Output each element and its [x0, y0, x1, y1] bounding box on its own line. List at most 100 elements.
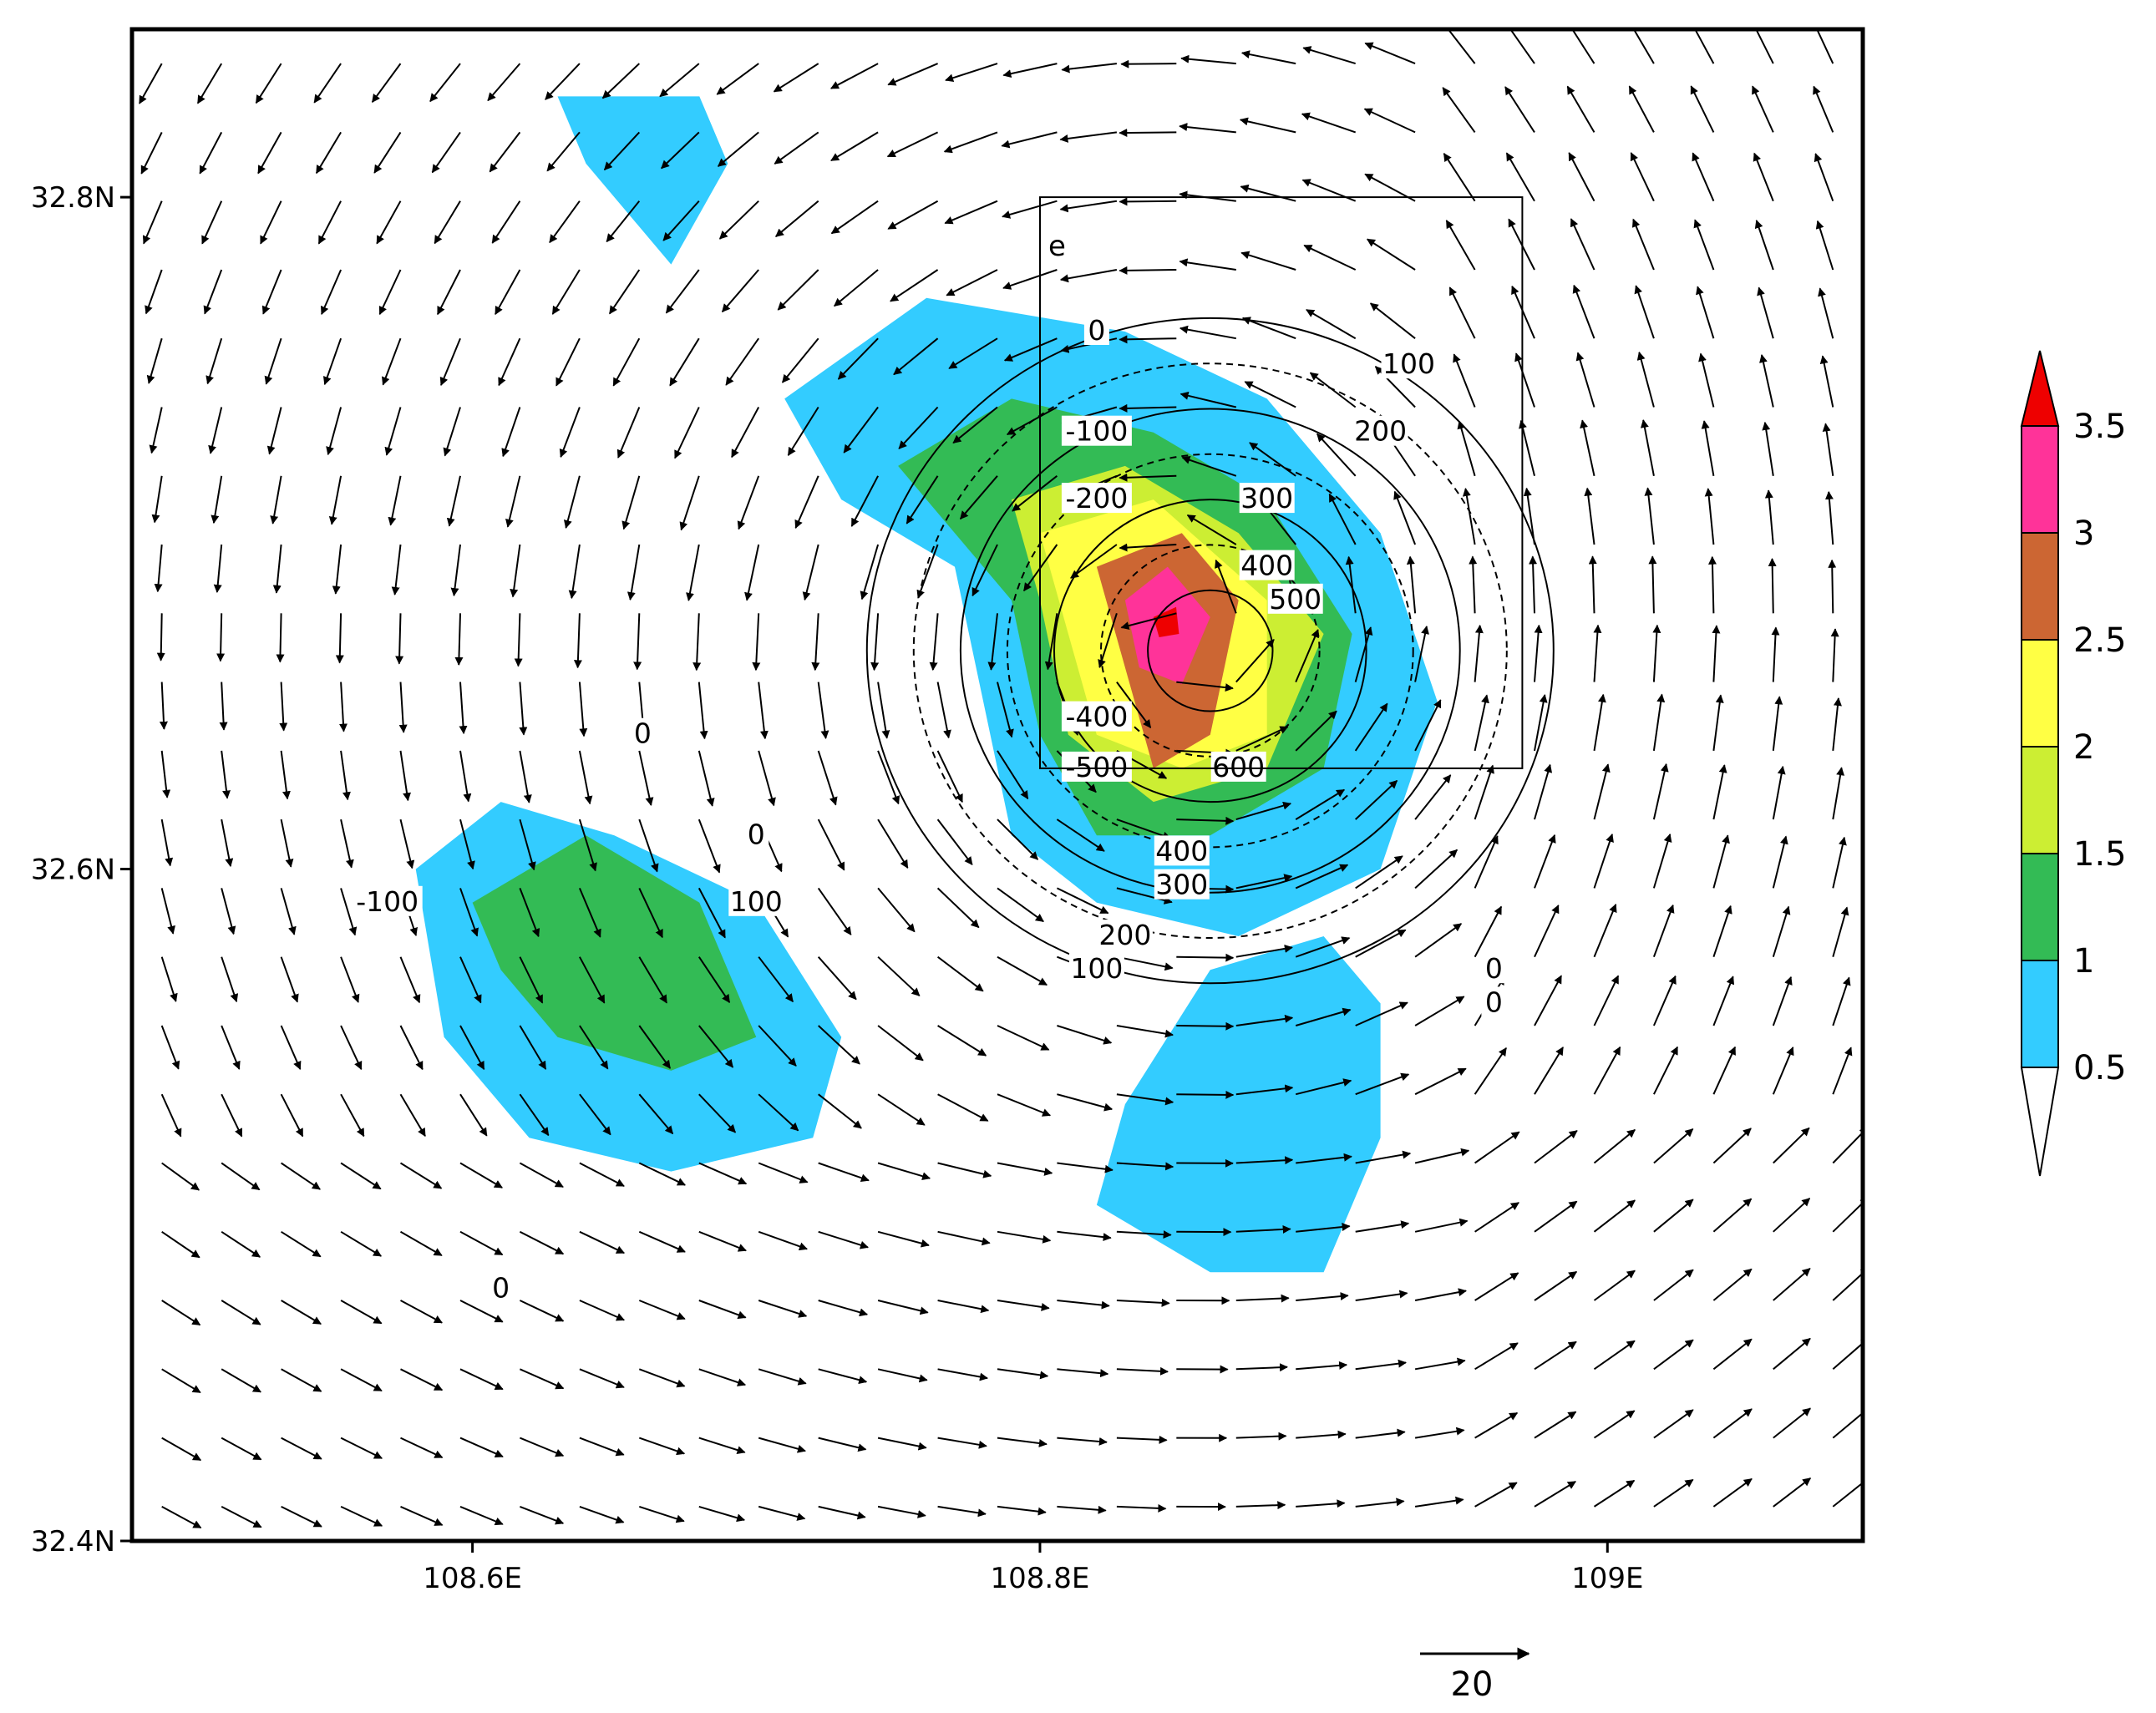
wind-vector	[281, 1162, 321, 1190]
wind-vector	[1176, 816, 1235, 825]
wind-vector	[1474, 624, 1484, 682]
contour-label: 100	[1070, 952, 1123, 985]
wind-vector	[837, 337, 879, 380]
wind-vector	[1698, 352, 1715, 408]
wind-vector	[459, 956, 482, 1004]
wind-vector	[877, 1437, 927, 1451]
wind-vector	[221, 1093, 243, 1138]
wind-vector	[1534, 834, 1556, 889]
wind-vector	[937, 1230, 991, 1246]
wind-vector	[937, 1162, 992, 1178]
wind-vector	[281, 1506, 322, 1528]
wind-vector	[1566, 85, 1595, 133]
wind-vector	[1355, 1220, 1410, 1233]
wind-vector	[638, 1162, 687, 1186]
wind-vector	[698, 956, 731, 1004]
wind-vector	[1772, 905, 1791, 957]
wind-vector	[997, 955, 1048, 986]
contour-label: 100	[1382, 347, 1435, 380]
wind-vector	[752, 613, 761, 672]
wind-vector-field	[139, 29, 1863, 1529]
wind-vector	[199, 131, 223, 175]
wind-vector	[887, 200, 939, 230]
wind-vector	[1057, 1093, 1114, 1112]
wind-vector	[1120, 612, 1177, 630]
subregion-box: e	[1039, 196, 1524, 769]
wind-vector	[340, 1093, 365, 1138]
wind-vector	[1295, 710, 1337, 752]
wind-vector	[758, 750, 776, 807]
wind-vector	[997, 1093, 1052, 1117]
wind-vector	[1414, 1357, 1466, 1371]
wind-vector	[555, 337, 581, 387]
wind-vector	[221, 818, 234, 868]
wind-vector	[744, 544, 760, 601]
wind-vector	[1354, 702, 1388, 752]
wind-vector	[1235, 1501, 1286, 1510]
contour-label-background	[1097, 920, 1153, 950]
contour-label: 300	[1240, 482, 1293, 514]
contour-line	[912, 362, 1508, 939]
wind-vector	[781, 337, 819, 383]
wind-vector	[1712, 976, 1735, 1026]
wind-vector	[280, 1093, 304, 1138]
wind-vector	[280, 956, 299, 1003]
wind-vector	[638, 1368, 686, 1388]
wind-vector	[877, 1368, 928, 1383]
colorbar-label: 1	[2073, 942, 2094, 981]
wind-vector	[936, 955, 984, 992]
wind-vector	[579, 1437, 625, 1457]
wind-vector	[322, 337, 342, 386]
wind-vector	[1653, 1046, 1678, 1095]
x-tick-label: 108.6E	[423, 1562, 522, 1595]
wind-vector	[1441, 29, 1476, 64]
wind-vector	[161, 1437, 202, 1462]
wind-vector	[1509, 29, 1535, 64]
wind-vector	[1772, 696, 1783, 752]
wind-vector	[156, 613, 165, 661]
wind-vector	[159, 682, 168, 730]
wind-vector	[270, 475, 282, 525]
contour-label: 200	[1354, 415, 1407, 448]
wind-vector	[328, 475, 342, 525]
wind-vector	[916, 544, 939, 599]
wind-vector	[519, 1025, 547, 1070]
wind-vector	[1116, 1093, 1174, 1106]
plot-frame	[129, 27, 1865, 1543]
wind-vector	[698, 1162, 748, 1185]
wind-vector	[439, 337, 461, 387]
wind-vector	[1249, 442, 1296, 477]
wind-vector	[1693, 219, 1715, 271]
wind-vector	[161, 1162, 200, 1191]
wind-vector	[1640, 419, 1655, 476]
wind-vector	[698, 1093, 737, 1133]
wind-vector	[887, 63, 938, 86]
wind-vector	[154, 544, 163, 593]
wind-vector	[1593, 833, 1614, 889]
wind-vector	[758, 956, 794, 1003]
wind-vector	[1534, 694, 1548, 752]
wind-vector	[1235, 1294, 1290, 1303]
wind-vector	[1414, 1427, 1465, 1439]
wind-vector	[281, 1230, 322, 1258]
wind-vector	[1514, 352, 1535, 408]
colorbar-min-triangle	[2020, 1067, 2060, 1177]
wind-vector	[818, 1505, 866, 1520]
wind-vector	[519, 1300, 565, 1322]
wind-vector	[378, 269, 402, 316]
wind-vector	[1474, 1482, 1518, 1508]
wind-vector	[1295, 788, 1346, 820]
wind-vector	[811, 613, 820, 672]
wind-vector	[758, 1093, 799, 1132]
wind-vector	[260, 200, 282, 245]
wind-vector	[1057, 1025, 1113, 1045]
wind-vector	[731, 407, 760, 459]
wind-vector	[638, 1505, 685, 1523]
wind-vector	[1244, 381, 1296, 408]
wind-vector	[1814, 153, 1834, 202]
wind-vector	[758, 1505, 806, 1521]
wind-vector	[1057, 1230, 1112, 1242]
wind-vector	[208, 407, 223, 454]
wind-vector	[997, 818, 1039, 860]
wind-vector	[459, 1025, 485, 1071]
